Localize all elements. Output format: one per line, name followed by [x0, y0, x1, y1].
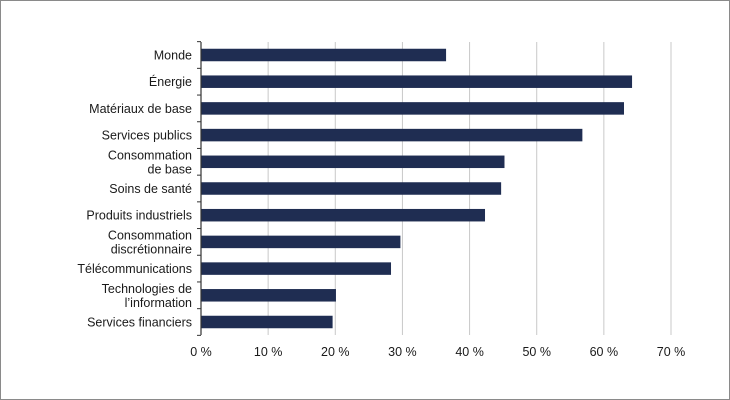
bar-4	[201, 155, 505, 169]
bar-7	[201, 235, 401, 249]
axes	[197, 41, 202, 336]
bar-2	[201, 102, 624, 115]
bars	[201, 48, 633, 329]
x-tick-label-10: 10 %	[254, 345, 283, 359]
category-label: Consommation de base	[108, 148, 192, 176]
bar-1	[201, 75, 633, 88]
category-label: Monde	[154, 49, 192, 63]
category-label: Services financiers	[87, 316, 192, 330]
x-tick-label-0: 0 %	[190, 345, 212, 359]
category-label: Services publics	[102, 129, 192, 143]
x-tick-label-20: 20 %	[321, 345, 350, 359]
bar-10	[201, 315, 333, 329]
category-labels: Monde Énergie Matériaux de base Services pu…	[77, 49, 192, 330]
bar-6	[201, 208, 486, 222]
bar-5	[201, 182, 502, 195]
category-label: Produits industriels	[86, 209, 192, 223]
x-tick-label-40: 40 %	[455, 345, 484, 359]
bar-9	[201, 289, 336, 302]
bar-8	[201, 262, 392, 275]
x-tick-label-60: 60 %	[590, 345, 619, 359]
category-label: Soins de santé	[109, 182, 192, 196]
bar-0	[201, 48, 447, 62]
x-tick-label-50: 50 %	[522, 345, 551, 359]
category-label: Télécommunications	[77, 262, 192, 276]
x-tick-label-30: 30 %	[388, 345, 417, 359]
category-label: Technologies de l’information	[102, 282, 192, 310]
gridlines	[267, 42, 672, 335]
category-label: Énergie	[149, 74, 192, 89]
bar-3	[201, 128, 583, 142]
category-label: Consommation discrétionnaire	[108, 228, 192, 256]
x-tick-labels: 0 % 10 % 20 % 30 % 40 % 50 % 60 % 70 %	[190, 345, 685, 359]
category-label: Matériaux de base	[89, 102, 192, 116]
x-tick-label-70: 70 %	[657, 345, 686, 359]
